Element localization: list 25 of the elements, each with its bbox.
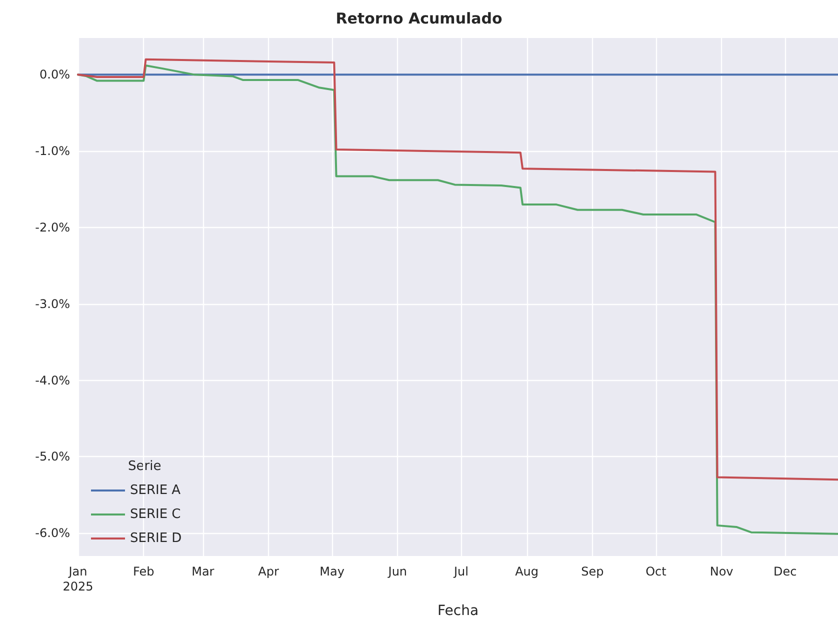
y-tick-label: -6.0% (35, 526, 70, 540)
chart-title: Retorno Acumulado (336, 10, 502, 28)
legend-label: SERIE A (130, 483, 181, 498)
y-tick-label: -4.0% (35, 373, 70, 388)
x-tick-label: Jun (387, 564, 408, 578)
y-tick-label: -3.0% (35, 296, 70, 311)
x-tick-label: May (320, 564, 344, 578)
x-tick-label: Jul (452, 564, 468, 578)
x-tick-label: Oct (646, 564, 667, 578)
x-tick-label: Jan 2025 (62, 564, 94, 594)
x-tick-label: Dec (773, 564, 797, 578)
y-tick-label: -1.0% (35, 144, 70, 158)
x-tick-label: Aug (515, 564, 539, 578)
legend-title: Serie (128, 459, 162, 474)
x-tick-label: Apr (258, 564, 279, 578)
x-tick-label: Mar (192, 564, 214, 578)
x-tick-label: Feb (133, 564, 154, 578)
legend-label: SERIE C (130, 507, 181, 522)
legend-label: SERIE D (130, 531, 182, 546)
x-tick-label: Nov (710, 564, 734, 578)
y-tick-label: -5.0% (35, 450, 70, 464)
y-tick-label: -2.0% (35, 220, 70, 234)
y-tick-label: 0.0% (40, 68, 70, 82)
x-tick-label: Sep (581, 564, 604, 578)
x-axis-title: Fecha (437, 603, 479, 619)
